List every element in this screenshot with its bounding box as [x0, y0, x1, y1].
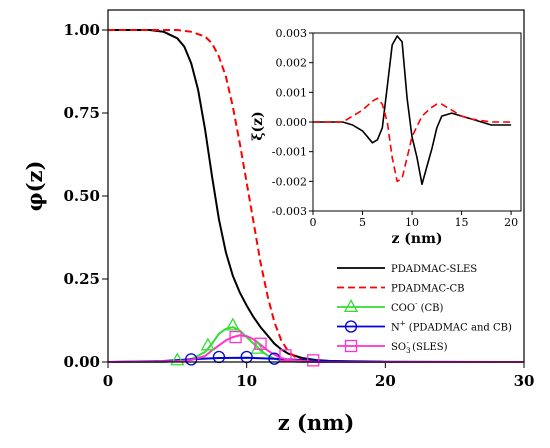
main-x-tick-label: 20: [375, 372, 396, 390]
main-axes: 0 10 20 30 0.00 0.25 0.50 0.75 1.00: [63, 21, 534, 390]
inset-y-tick-label: -0.001: [272, 146, 307, 159]
inset-x-tick-label: 5: [359, 216, 366, 229]
main-x-tick-label: 0: [103, 372, 113, 390]
inset-y-tick-label: 0.001: [276, 86, 308, 99]
legend-marker: [344, 320, 358, 333]
inset-x-tick-label: 10: [405, 216, 419, 229]
inset-y-tick-label: 0.000: [276, 116, 308, 129]
main-y-tick-label: 0.75: [63, 104, 100, 122]
inset-y-tick-label: -0.002: [272, 175, 307, 188]
main-series-so3-sles: [107, 334, 524, 363]
main-series-group: [107, 29, 525, 367]
inset-y-tick-label: 0.003: [276, 27, 308, 40]
legend-marker: [343, 299, 359, 313]
inset-y-axis-title: ξ(z): [250, 111, 266, 141]
legend-label: N+ (PDADMAC and CB): [391, 320, 512, 334]
main-marker-coo-cb: [200, 337, 215, 351]
legend-label: COO- (CB): [391, 300, 444, 314]
main-x-axis-title: z (nm): [278, 410, 355, 435]
inset-plot: 0 5 10 15 20 0.003 0.002 0.001 0.000 -0.001 -0.002…: [250, 27, 522, 247]
inset-series-group: [313, 35, 512, 186]
legend-marker: [344, 339, 358, 353]
legend-item-n-pdadmac-and-cb: N+ (PDADMAC and CB): [337, 320, 512, 334]
legend-item-coo-cb: COO- (CB): [337, 299, 444, 314]
legend-label: SO3- (SLES): [391, 339, 448, 355]
legend-item-pdadmac-sles: PDADMAC-SLES: [337, 264, 477, 275]
main-y-tick-label: 0.25: [63, 270, 100, 288]
inset-x-tick-label: 20: [504, 216, 518, 229]
legend-item-pdadmac-cb: PDADMAC-CB: [337, 284, 464, 295]
legend-label: PDADMAC-CB: [391, 284, 464, 295]
legend: PDADMAC-SLES PDADMAC-CB COO- (CB) N+ (PDADM…: [337, 264, 512, 355]
inset-axes: 0 5 10 15 20 0.003 0.002 0.001 0.000 -0.001 -0.002…: [272, 27, 518, 229]
main-marker-n-pdadmac-and-cb: [185, 353, 198, 366]
main-y-tick-label: 0.50: [63, 187, 100, 205]
inset-plot-frame: [312, 32, 522, 212]
inset-y-tick-label: -0.003: [272, 205, 307, 218]
inset-x-axis-title: z (nm): [391, 231, 442, 247]
inset-y-tick-label: 0.002: [276, 57, 308, 70]
legend-item-so3-sles: SO3- (SLES): [337, 339, 448, 355]
main-marker-so3-sles: [229, 330, 242, 344]
main-marker-coo-cb: [170, 352, 185, 366]
main-plot: 0 10 20 30 0.00 0.25 0.50 0.75 1.00 z (nm) φ(z): [22, 9, 534, 435]
main-marker-so3-sles: [254, 337, 267, 350]
main-y-tick-label: 0.00: [63, 353, 100, 371]
inset-series-pdadmac-sles: [313, 35, 512, 186]
main-marker-coo-cb: [225, 317, 240, 331]
main-marker-so3-sles: [279, 349, 292, 362]
main-plot-frame: [107, 9, 525, 363]
legend-label: PDADMAC-SLES: [391, 264, 477, 275]
inset-x-tick-label: 0: [310, 216, 317, 229]
main-x-tick-label: 10: [236, 372, 257, 390]
inset-x-tick-label: 15: [455, 216, 469, 229]
main-y-tick-label: 1.00: [63, 21, 100, 39]
main-x-tick-label: 30: [514, 372, 535, 390]
main-series-pdadmac-cb: [108, 29, 524, 363]
inset-series-pdadmac-cb: [313, 97, 512, 183]
main-marker-so3-sles: [307, 354, 320, 367]
main-y-axis-title: φ(z): [22, 161, 47, 212]
